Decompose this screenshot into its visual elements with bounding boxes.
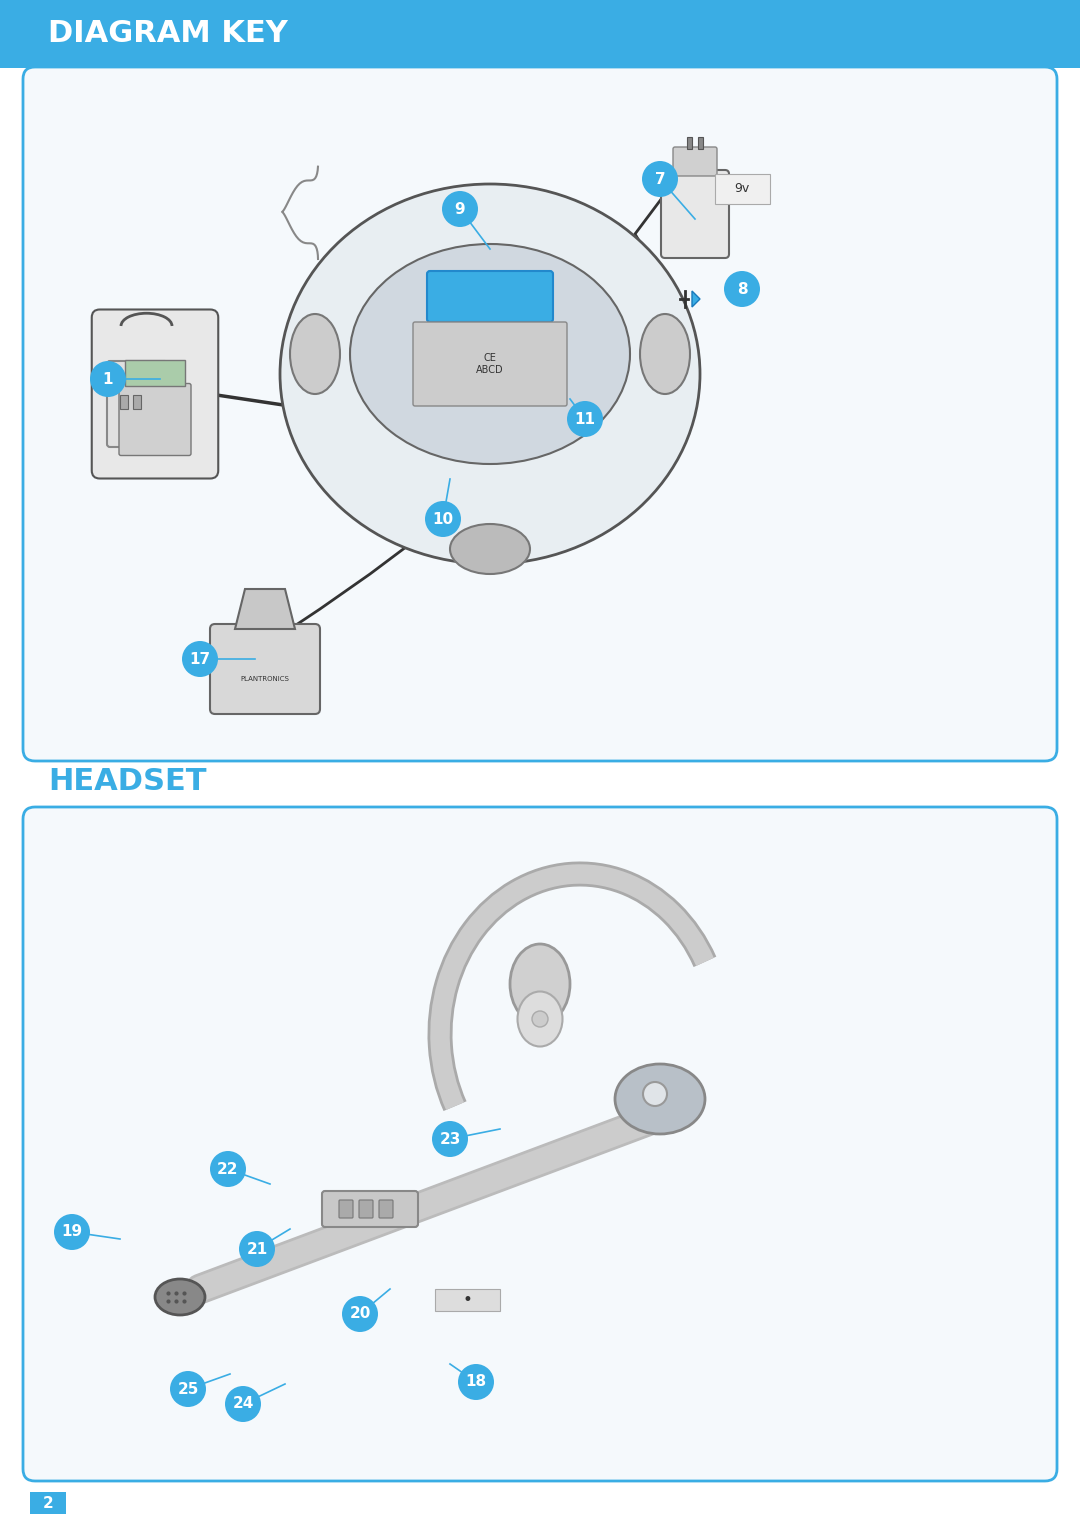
FancyBboxPatch shape [30,1492,66,1514]
Bar [698,138,703,148]
FancyBboxPatch shape [119,384,191,456]
FancyBboxPatch shape [359,1200,373,1219]
Text: PLANTRONICS: PLANTRONICS [241,676,289,682]
FancyBboxPatch shape [339,1200,353,1219]
Text: 24: 24 [232,1396,254,1411]
Circle shape [239,1231,275,1268]
FancyBboxPatch shape [0,0,1080,67]
Circle shape [432,1121,468,1157]
Text: 21: 21 [246,1242,268,1257]
Circle shape [442,191,478,226]
Circle shape [225,1385,261,1422]
Circle shape [183,641,218,677]
Polygon shape [235,589,295,628]
Text: CE
ABCD: CE ABCD [476,353,503,375]
Text: 23: 23 [440,1131,461,1147]
FancyBboxPatch shape [661,170,729,258]
Text: 11: 11 [575,411,595,427]
Text: DIAGRAM KEY: DIAGRAM KEY [48,20,287,49]
Circle shape [567,401,603,437]
Polygon shape [692,291,700,307]
Text: HEADSET: HEADSET [48,766,206,795]
Text: 7: 7 [654,171,665,187]
Ellipse shape [510,943,570,1024]
Text: 18: 18 [465,1375,487,1390]
Ellipse shape [450,524,530,573]
Text: 25: 25 [177,1382,199,1396]
Ellipse shape [280,183,700,564]
Ellipse shape [615,1064,705,1135]
Ellipse shape [640,313,690,394]
Text: 10: 10 [432,512,454,526]
FancyBboxPatch shape [210,624,320,714]
Circle shape [210,1151,246,1187]
FancyBboxPatch shape [23,807,1057,1482]
Circle shape [170,1372,206,1407]
FancyBboxPatch shape [379,1200,393,1219]
Circle shape [54,1214,90,1251]
Circle shape [724,271,760,307]
Text: 9: 9 [455,202,465,217]
Text: 9v: 9v [734,182,750,196]
FancyBboxPatch shape [120,394,129,408]
Circle shape [532,1011,548,1027]
Bar [687,138,692,148]
FancyBboxPatch shape [427,271,553,323]
Ellipse shape [156,1278,205,1315]
FancyBboxPatch shape [673,147,717,176]
Circle shape [458,1364,494,1401]
FancyBboxPatch shape [715,174,770,203]
FancyBboxPatch shape [435,1289,500,1310]
Circle shape [90,361,126,398]
Ellipse shape [350,245,630,463]
FancyBboxPatch shape [107,361,168,446]
Ellipse shape [291,313,340,394]
Circle shape [642,161,678,197]
Text: 1: 1 [103,372,113,387]
Circle shape [643,1083,667,1105]
FancyBboxPatch shape [92,309,218,479]
Circle shape [342,1297,378,1332]
Text: 22: 22 [217,1162,239,1176]
Text: 19: 19 [62,1225,82,1240]
FancyBboxPatch shape [133,394,141,408]
FancyBboxPatch shape [413,323,567,407]
FancyBboxPatch shape [23,67,1057,761]
Text: 20: 20 [349,1306,370,1321]
Text: 17: 17 [189,651,211,667]
Circle shape [426,502,461,537]
FancyBboxPatch shape [322,1191,418,1226]
Text: 8: 8 [737,281,747,297]
Text: •: • [462,1290,472,1309]
Text: 2: 2 [42,1495,53,1511]
Ellipse shape [517,991,563,1046]
FancyBboxPatch shape [125,359,185,385]
